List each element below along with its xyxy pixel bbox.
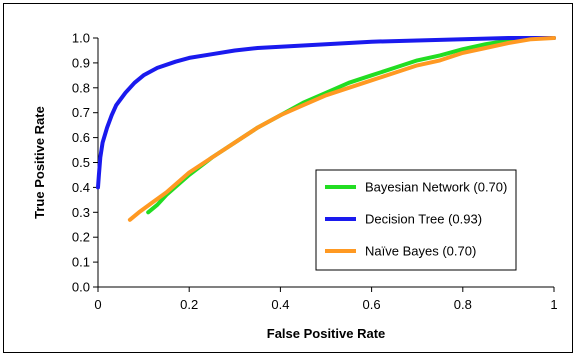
series-layer	[96, 36, 556, 222]
x-tick-label: 1	[550, 297, 557, 312]
x-tick-label: 0.6	[363, 297, 381, 312]
x-axis-title: False Positive Rate	[267, 326, 386, 341]
x-tick-label: 0	[94, 297, 101, 312]
y-tick-label: 0.4	[72, 180, 90, 195]
axes: 0.0 0.1 0.2 0.3 0.4 0.5 0.6 0.7 0.8 0.9 1.0 0 0.2 0.4…	[72, 31, 558, 313]
y-tick-label: 0.2	[72, 230, 90, 245]
x-tick-label: 0.8	[454, 297, 472, 312]
y-tick-label: 0.1	[72, 255, 90, 270]
x-tick-label: 0.4	[271, 297, 289, 312]
series-line-2	[127, 36, 556, 222]
y-tick-label: 0.9	[72, 55, 90, 70]
y-tick-label: 0.3	[72, 205, 90, 220]
y-tick-label: 0.8	[72, 80, 90, 95]
x-tick-label: 0.2	[180, 297, 198, 312]
y-axis-title: True Positive Rate	[32, 106, 47, 219]
y-tick-label: 0.0	[72, 280, 90, 295]
y-tick-label: 0.6	[72, 130, 90, 145]
y-tick-label: 0.5	[72, 155, 90, 170]
legend-label-2: Naïve Bayes (0.70)	[365, 244, 476, 259]
legend-label-1: Decision Tree (0.93)	[365, 212, 482, 227]
legend-label-0: Bayesian Network (0.70)	[365, 180, 507, 195]
series-line-1	[96, 36, 556, 190]
y-tick-label: 1.0	[72, 31, 90, 46]
y-tick-label: 0.7	[72, 105, 90, 120]
legend: Bayesian Network (0.70) Decision Tree (0.…	[315, 169, 517, 271]
